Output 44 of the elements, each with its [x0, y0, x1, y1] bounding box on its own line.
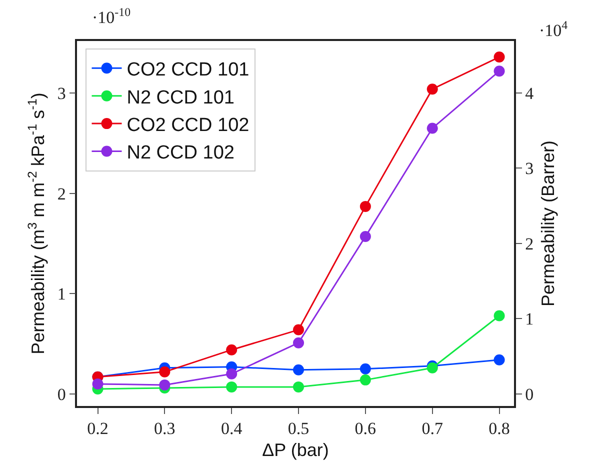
x-tick-label: 0.8: [488, 419, 510, 438]
point: [494, 66, 505, 77]
y-tick-label: 0: [57, 384, 66, 404]
x-tick-label: 0.7: [422, 419, 444, 438]
x-tick-label: 0.4: [220, 419, 243, 438]
point: [226, 381, 238, 392]
point: [360, 363, 371, 374]
legend-label: CO2 CCD 101: [126, 60, 250, 81]
x-tick-label: 0.3: [154, 419, 176, 438]
point: [494, 354, 505, 366]
legend-label: CO2 CCD 102: [126, 114, 250, 136]
y2-tick-label: 0: [525, 384, 534, 404]
point: [360, 374, 371, 386]
point: [226, 344, 238, 356]
legend-label: N2 CCD 101: [126, 87, 234, 108]
point: [293, 381, 304, 392]
point: [226, 368, 238, 380]
text: ·10$^{4}$: [539, 18, 568, 40]
point: [426, 122, 438, 134]
point: [293, 337, 304, 348]
y2-tick-label: 3: [525, 159, 534, 178]
y-tick-label: 1: [57, 284, 66, 304]
y2-tick-label: 4: [525, 84, 534, 103]
y2-axis-title: Permeability (Barrer): [538, 140, 558, 307]
legend-label: N2 CCD 102: [126, 142, 234, 164]
x-tick-label: 0.5: [288, 419, 310, 438]
point: [360, 231, 371, 242]
text: ·10$^{-10}$: [92, 5, 131, 28]
point: [494, 52, 505, 63]
y2-tick-label: 1: [525, 310, 534, 329]
x-tick-label: 0.2: [87, 419, 108, 438]
y2-tick-label: 2: [525, 234, 534, 254]
x-axis-title: ΔP (bar): [262, 440, 329, 460]
point: [293, 324, 304, 336]
point: [293, 364, 304, 376]
x-tick-label: 0.6: [354, 419, 376, 438]
point: [159, 366, 170, 378]
point: [159, 379, 170, 390]
point: [426, 84, 438, 95]
point: [494, 310, 505, 322]
point: [360, 200, 371, 212]
point: [92, 378, 104, 390]
y-tick-label: 3: [57, 84, 66, 104]
y-tick-label: 2: [57, 184, 66, 204]
